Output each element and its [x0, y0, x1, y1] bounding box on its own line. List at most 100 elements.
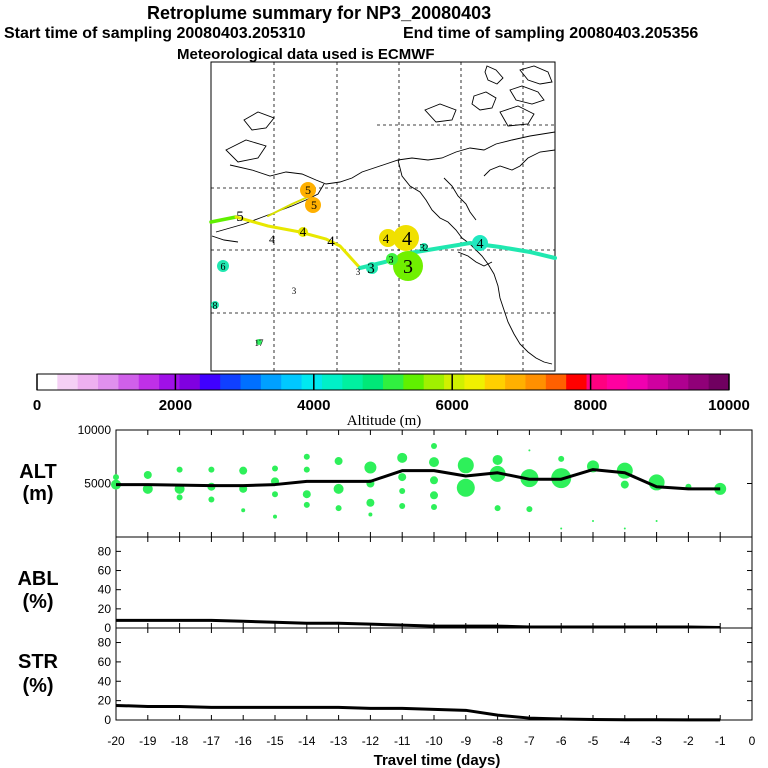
plume-dot — [420, 243, 428, 251]
y-axis-label: STR — [18, 651, 59, 673]
scatter-point — [241, 508, 246, 513]
x-tick-label: -9 — [460, 734, 471, 748]
colorbar-swatch — [159, 374, 180, 390]
x-axis: -20 -19 -18 -17 -16 -15 -14 -13 -12 -11 -10 -9 -8 -7-… — [107, 734, 755, 748]
x-tick-label: -1 — [715, 734, 726, 748]
scatter-point — [431, 504, 437, 511]
map-label: 4 — [269, 232, 275, 246]
scatter-point — [334, 457, 343, 466]
colorbar-swatch — [403, 374, 425, 390]
colorbar-tick-label: 4000 — [297, 397, 330, 414]
scatter-point — [302, 490, 311, 499]
x-tick-label: -4 — [619, 734, 630, 748]
x-tick-label: -18 — [171, 734, 189, 748]
x-tick-label: -5 — [588, 734, 599, 748]
colorbar-swatch — [545, 374, 567, 390]
scatter-point — [142, 483, 153, 494]
x-tick-label: 0 — [749, 734, 756, 748]
x-tick-label: -20 — [107, 734, 125, 748]
x-tick-label: -16 — [235, 734, 253, 748]
map-label: 4 — [327, 234, 335, 250]
panel-abl: 0 20 40 60 80 ABL(%) — [17, 536, 753, 635]
scatter-point — [176, 466, 183, 473]
y-axis-unit: (m) — [22, 483, 53, 505]
y-tick-label: 60 — [98, 564, 112, 578]
coastlines — [211, 65, 556, 365]
x-tick-label: -3 — [651, 734, 662, 748]
scatter-point — [620, 480, 629, 489]
y-tick-label: 80 — [98, 636, 112, 650]
scatter-point — [368, 512, 373, 517]
colorbar-tick-label: 8000 — [574, 397, 607, 414]
y-axis-unit: (%) — [22, 591, 53, 613]
y-tick-label: 40 — [98, 674, 112, 688]
series-line — [115, 703, 721, 722]
colorbar-swatch — [667, 374, 689, 390]
map-label: 5 — [236, 209, 244, 225]
colorbar-swatch — [138, 374, 160, 390]
met-data-text: Meteorological data used is ECMWF — [177, 46, 435, 63]
y-tick-label: 20 — [98, 602, 112, 616]
x-tick-label: -2 — [683, 734, 694, 748]
scatter-point — [208, 466, 215, 473]
colorbar-swatch — [586, 374, 608, 390]
plume-dot — [305, 197, 321, 213]
plume-dot — [379, 229, 397, 247]
scatter-point — [494, 505, 501, 512]
y-tick-label: 40 — [98, 583, 112, 597]
scatter-point — [335, 505, 342, 512]
scatter-point — [560, 527, 563, 530]
plume-segment-green — [209, 215, 238, 224]
scatter-point — [273, 514, 277, 519]
colorbar-swatch — [708, 374, 730, 390]
colorbar-swatch — [505, 374, 526, 390]
colorbar-swatch — [362, 374, 384, 390]
x-tick-label: -7 — [524, 734, 535, 748]
map-label: 3 — [389, 255, 394, 266]
scatter-point — [333, 483, 344, 494]
colorbar-label: Altitude (m) — [347, 413, 422, 429]
x-tick-label: -10 — [425, 734, 443, 748]
scatter-point — [429, 457, 439, 468]
y-tick-label: 60 — [98, 655, 112, 669]
colorbar-swatch — [342, 374, 364, 390]
plume-dot — [298, 227, 308, 237]
map-panel: 5 5 5 4 4 4 4 4 4 3 3 3 3 3 3 2 6 8 17 — [209, 61, 557, 372]
colorbar-swatch — [199, 374, 221, 390]
scatter-point — [397, 452, 408, 463]
colorbar-swatch — [118, 374, 140, 390]
colorbar-swatch — [383, 374, 404, 390]
plume-dot — [472, 235, 488, 251]
scatter-point — [366, 498, 375, 507]
colorbar-tick-label: 6000 — [436, 397, 469, 414]
y-tick-label: 10000 — [78, 423, 112, 437]
colorbar-swatch — [240, 374, 262, 390]
x-tick-label: -19 — [139, 734, 157, 748]
map-label: 5 — [305, 183, 311, 197]
start-time-text: Start time of sampling 20080403.205310 — [4, 25, 306, 42]
colorbar-swatch — [423, 374, 445, 390]
panel-frame — [115, 536, 753, 629]
scatter-point — [456, 478, 475, 497]
colorbar-swatch — [260, 374, 282, 390]
map-label: 8 — [213, 301, 218, 312]
scatter-point — [208, 496, 215, 503]
map-label: 4 — [402, 228, 412, 250]
scatter-point — [431, 443, 437, 450]
x-tick-label: -17 — [203, 734, 221, 748]
plume-dot — [386, 253, 398, 265]
colorbar-tick-label: 10000 — [708, 397, 750, 414]
map-label: 6 — [221, 262, 226, 273]
altitude-colorbar: 0 2000 4000 6000 8000 10000 — [33, 373, 750, 414]
y-tick-label: 80 — [98, 544, 112, 558]
map-label: 4 — [383, 231, 390, 246]
colorbar-swatch — [525, 374, 547, 390]
plume-dot — [211, 301, 219, 309]
plume-segment-yellow-north — [267, 195, 311, 217]
y-tick-label: 0 — [104, 621, 111, 635]
map-label: 2 — [424, 243, 429, 253]
scatter-point — [655, 519, 658, 522]
scatter-point — [113, 474, 119, 481]
y-axis-label: ALT — [19, 461, 56, 483]
